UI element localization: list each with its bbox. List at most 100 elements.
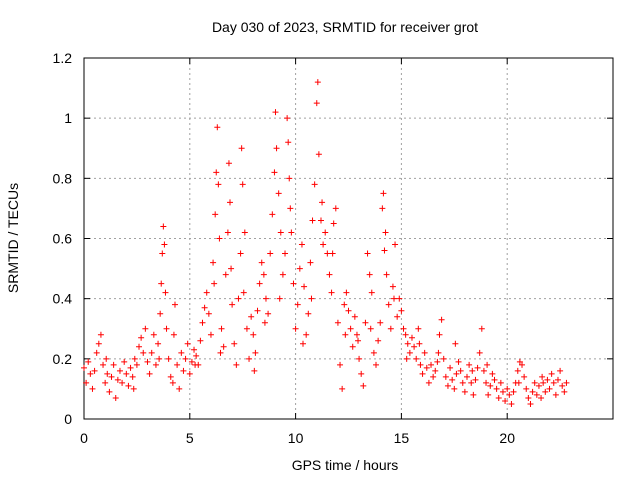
data-point xyxy=(156,355,163,362)
data-point xyxy=(169,379,176,386)
data-point xyxy=(197,337,204,344)
data-point xyxy=(394,313,401,320)
data-point xyxy=(228,265,235,272)
data-point xyxy=(557,367,564,374)
y-tick-label: 0.6 xyxy=(53,231,73,247)
data-point xyxy=(116,367,123,374)
x-tick-label: 5 xyxy=(186,430,194,446)
data-point xyxy=(561,388,568,395)
data-point xyxy=(103,355,110,362)
data-point xyxy=(484,361,491,368)
data-point xyxy=(390,295,397,302)
data-point xyxy=(515,379,522,386)
data-point xyxy=(207,331,214,338)
data-point xyxy=(381,247,388,254)
x-axis-label: GPS time / hours xyxy=(292,457,399,473)
data-point xyxy=(544,376,551,383)
data-point xyxy=(552,391,559,398)
data-point xyxy=(150,331,157,338)
data-point xyxy=(402,331,409,338)
data-point xyxy=(251,367,258,374)
data-point xyxy=(449,376,456,383)
data-point xyxy=(112,394,119,401)
data-point xyxy=(421,349,428,356)
data-point xyxy=(308,295,315,302)
data-point xyxy=(389,283,396,290)
data-point xyxy=(497,379,504,386)
data-point xyxy=(375,337,382,344)
data-point xyxy=(152,361,159,368)
data-point xyxy=(290,280,297,287)
data-point xyxy=(193,352,200,359)
data-point xyxy=(241,229,248,236)
data-point xyxy=(239,181,246,188)
data-point xyxy=(470,391,477,398)
data-point xyxy=(165,355,172,362)
data-point xyxy=(142,325,149,332)
data-point xyxy=(277,229,284,236)
data-point xyxy=(442,373,449,380)
data-point xyxy=(275,190,282,197)
data-point xyxy=(377,319,384,326)
data-point xyxy=(276,295,283,302)
data-point xyxy=(495,394,502,401)
data-point xyxy=(100,361,107,368)
data-point xyxy=(392,241,399,248)
data-point xyxy=(159,250,166,257)
data-point xyxy=(358,370,365,377)
data-point xyxy=(434,358,441,365)
x-tick-label: 10 xyxy=(288,430,304,446)
y-tick-label: 1 xyxy=(64,110,72,126)
data-point xyxy=(367,325,374,332)
data-point xyxy=(108,373,115,380)
data-point xyxy=(436,331,443,338)
data-point xyxy=(155,340,162,347)
data-point xyxy=(360,382,367,389)
data-point xyxy=(332,205,339,212)
data-point xyxy=(313,100,320,107)
data-point xyxy=(298,241,305,248)
data-point xyxy=(370,349,377,356)
data-point xyxy=(191,346,198,353)
data-point xyxy=(546,385,553,392)
data-point xyxy=(184,340,191,347)
data-point xyxy=(324,250,331,257)
data-point xyxy=(342,331,349,338)
data-point xyxy=(343,289,350,296)
data-point xyxy=(404,340,411,347)
data-point xyxy=(171,301,178,308)
data-point xyxy=(102,379,109,386)
data-point xyxy=(261,319,268,326)
x-tick-label: 15 xyxy=(394,430,410,446)
data-point xyxy=(540,379,547,386)
data-point xyxy=(213,169,220,176)
data-point xyxy=(559,382,566,389)
data-point xyxy=(238,145,245,152)
data-point xyxy=(533,391,540,398)
data-point xyxy=(305,310,312,317)
data-point xyxy=(423,364,430,371)
data-point xyxy=(252,349,259,356)
data-point xyxy=(243,325,250,332)
data-point xyxy=(224,229,231,236)
data-point xyxy=(353,331,360,338)
data-point xyxy=(413,355,420,362)
data-point xyxy=(85,358,92,365)
data-point xyxy=(373,361,380,368)
data-point xyxy=(550,379,557,386)
data-point xyxy=(292,325,299,332)
data-point xyxy=(527,400,534,407)
data-point xyxy=(282,250,289,257)
data-point xyxy=(216,235,223,242)
data-point xyxy=(106,388,113,395)
data-point xyxy=(144,358,151,365)
data-point xyxy=(284,115,291,122)
data-point xyxy=(430,373,437,380)
data-point xyxy=(345,307,352,314)
data-point xyxy=(160,223,167,230)
data-point xyxy=(140,349,147,356)
x-tick-label: 20 xyxy=(499,430,515,446)
data-point xyxy=(256,280,263,287)
data-point xyxy=(119,379,126,386)
data-point xyxy=(104,370,111,377)
